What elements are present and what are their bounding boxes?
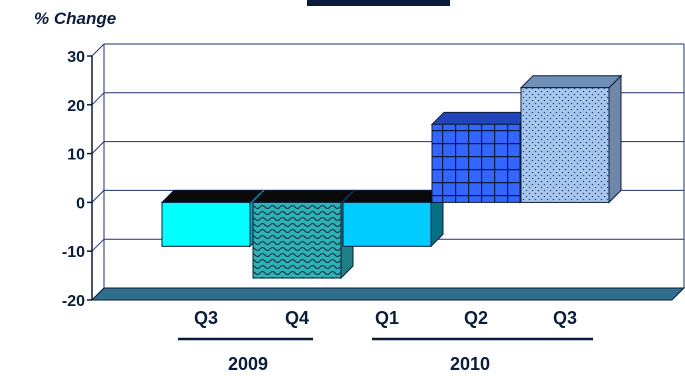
bar <box>520 87 610 203</box>
title-bar-mark <box>307 0 450 6</box>
bar <box>252 201 342 279</box>
bar-side <box>608 74 622 204</box>
bar <box>431 123 521 203</box>
bar-top <box>251 189 355 203</box>
y-tick-label: 10 <box>67 147 85 164</box>
bars <box>160 74 623 280</box>
y-tick-label: -20 <box>62 293 85 310</box>
y-tick-label: 20 <box>67 98 85 115</box>
bar <box>342 201 432 247</box>
x-tick-label: Q3 <box>553 308 577 328</box>
y-axis-title: % Change <box>34 9 116 28</box>
bar-top <box>341 189 445 203</box>
grid-depth-line <box>91 190 105 203</box>
x-tick-label: Q1 <box>375 308 399 328</box>
grid-depth-line <box>91 141 105 154</box>
bar-q2-3 <box>430 111 534 204</box>
y-axis: 30 20 10 0 -10 -20 <box>62 49 93 310</box>
y-tick-label: -10 <box>62 244 85 261</box>
group-label: 2009 <box>228 354 268 374</box>
bar-top <box>430 111 534 125</box>
bar-top <box>519 75 623 89</box>
bar-top <box>160 189 264 203</box>
y-tick-label: 0 <box>76 195 85 212</box>
x-tick-label: Q3 <box>194 308 218 328</box>
bar-q1-2 <box>341 189 445 248</box>
group-label: 2010 <box>450 354 490 374</box>
grid-depth-line <box>91 92 105 106</box>
bar-q3-4 <box>519 74 623 204</box>
x-axis-labels: Q3 Q4 Q1 Q2 Q3 <box>194 308 577 328</box>
y-tick-label: 30 <box>67 49 85 66</box>
year-groups: 2009 2010 <box>178 337 593 374</box>
grid-depth-line <box>91 238 105 252</box>
bar-q4-1 <box>251 189 355 280</box>
grid-depth-line <box>91 43 105 57</box>
x-tick-label: Q2 <box>464 308 488 328</box>
bar-q3-0 <box>160 189 264 248</box>
x-tick-label: Q4 <box>285 308 309 328</box>
bar <box>161 201 251 247</box>
floor-plane <box>90 287 685 301</box>
chart-floor <box>90 287 685 301</box>
